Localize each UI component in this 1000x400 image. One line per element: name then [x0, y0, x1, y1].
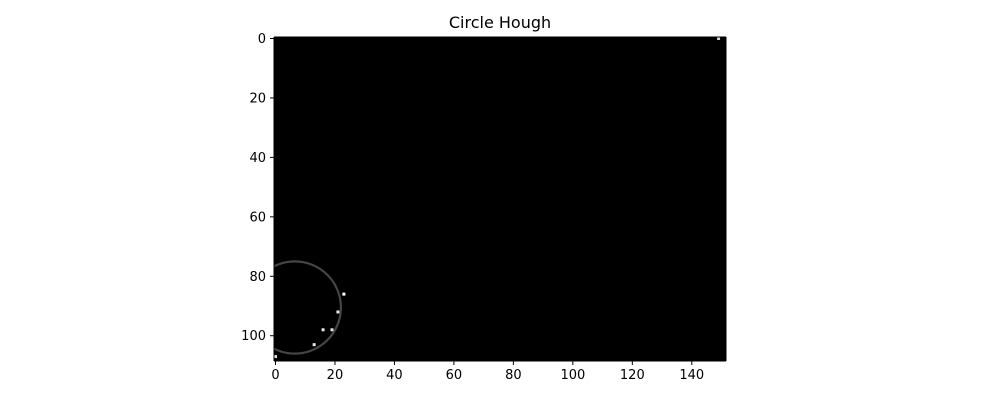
y-tick-label: 40 [249, 151, 266, 166]
y-tick-label: 100 [241, 329, 266, 344]
image-background [274, 37, 726, 361]
hough-peak-point [274, 355, 277, 359]
hough-peak-point [321, 328, 325, 332]
x-axis: 0 20 40 60 80 100 120 140 [271, 361, 704, 383]
x-tick-label: 140 [679, 368, 704, 383]
x-tick-label: 0 [271, 368, 279, 383]
x-tick-label: 40 [386, 368, 403, 383]
hough-marks [274, 37, 721, 359]
plot-area [274, 37, 726, 361]
y-tick-label: 60 [249, 210, 266, 225]
hough-peak-point [717, 37, 721, 40]
hough-peak-point [312, 343, 316, 347]
x-tick-label: 100 [560, 368, 585, 383]
hough-peak-point [336, 310, 340, 314]
x-tick-label: 60 [446, 368, 463, 383]
y-tick-label: 0 [258, 32, 266, 47]
hough-peak-point [330, 328, 334, 332]
y-tick-label: 20 [249, 91, 266, 106]
y-tick-label: 80 [249, 270, 266, 285]
hough-circle-ring [274, 260, 342, 355]
x-tick-label: 80 [505, 368, 522, 383]
y-axis: 0 20 40 60 80 100 [241, 32, 274, 344]
chart-title: Circle Hough [449, 13, 551, 32]
hough-peak-point [342, 292, 346, 296]
x-tick-label: 20 [327, 368, 344, 383]
x-tick-label: 120 [620, 368, 645, 383]
